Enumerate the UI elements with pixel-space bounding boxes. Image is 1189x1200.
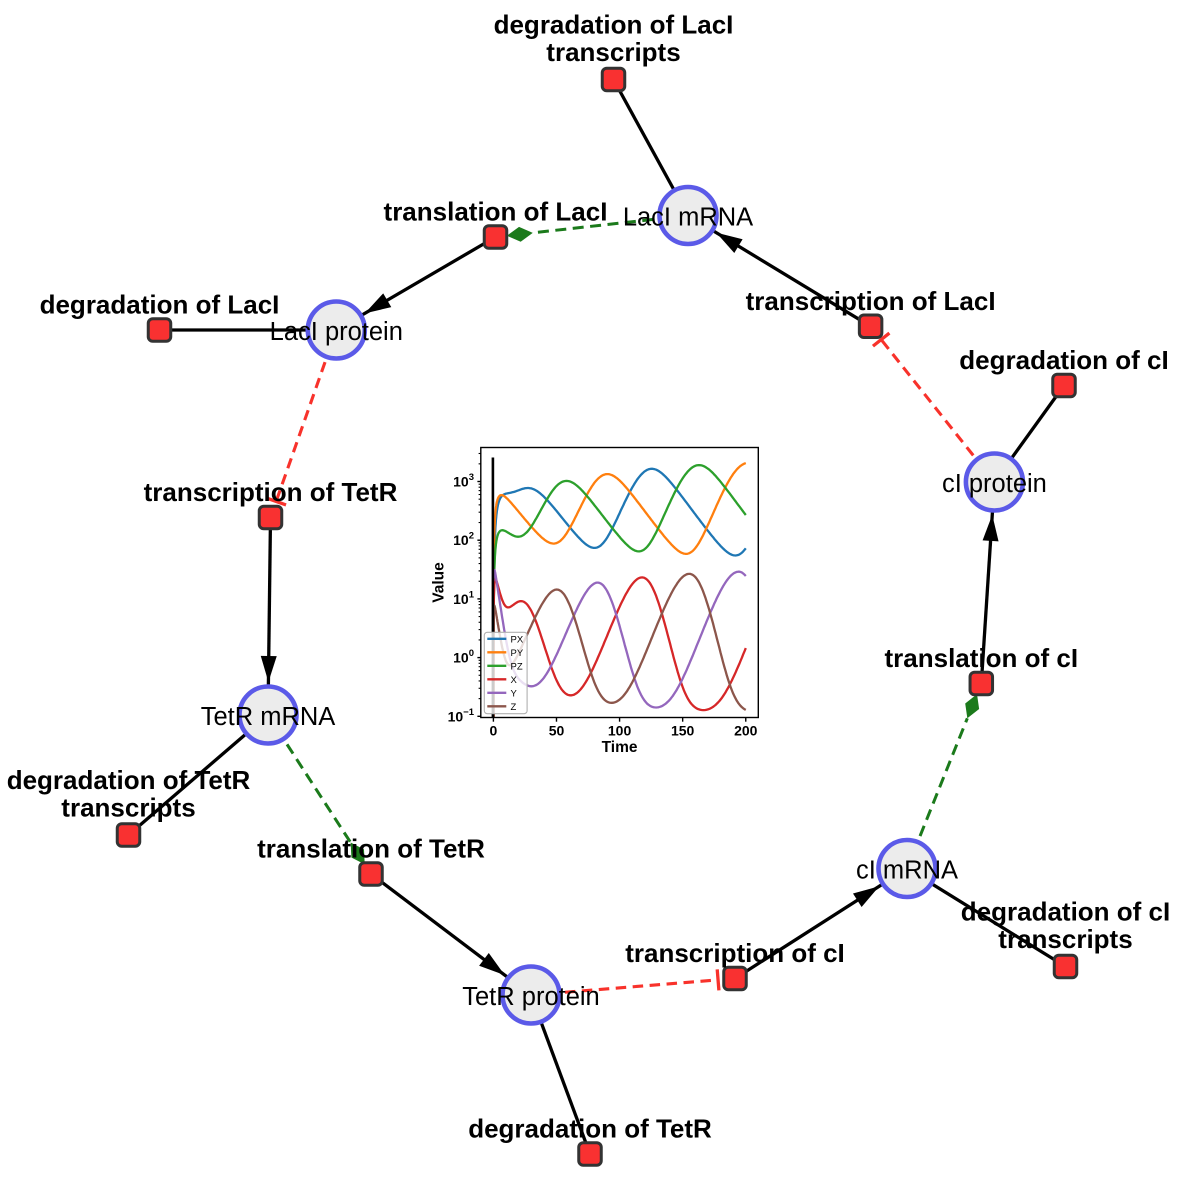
series-PY	[492, 462, 747, 718]
reaction-label-tc_LacI: transcription of LacI	[746, 286, 996, 316]
nodes-layer	[115, 66, 1079, 1167]
reaction-label-tc_cI: transcription of cI	[625, 938, 845, 968]
x-axis-tick-label: 50	[549, 723, 565, 739]
production-arrowhead	[716, 232, 743, 253]
modifier-diamond	[965, 694, 980, 719]
species-node-LacI_mRNA[interactable]	[657, 184, 719, 247]
species-node-cI_mRNA[interactable]	[876, 837, 938, 900]
species-node-TetR_mRNA[interactable]	[237, 684, 299, 746]
reaction-node-tl_cI[interactable]	[968, 670, 995, 697]
y-axis-tick-label: 100	[453, 648, 474, 666]
x-axis-tick-label: 100	[608, 723, 632, 739]
x-axis-tick-label: 200	[734, 723, 758, 739]
modifier-diamond	[506, 226, 533, 242]
series-PX	[492, 467, 747, 718]
species-label-TetR_mRNA: TetR mRNA	[201, 703, 336, 731]
legend-label: PX	[511, 634, 524, 645]
reaction-node-deg_LacI[interactable]	[146, 317, 173, 343]
inhibition-tbar	[265, 496, 287, 507]
production-arrowhead	[982, 514, 999, 542]
legend-entry-Y: Y	[487, 688, 518, 699]
series-PZ	[492, 463, 747, 718]
legend-label: PZ	[511, 661, 523, 672]
legend-entry-X: X	[487, 675, 518, 686]
production-arrowhead	[479, 953, 505, 976]
species-node-LacI_protein[interactable]	[305, 299, 368, 361]
inhibition-tbar	[871, 331, 891, 348]
reaction-node-deg_cI_tr[interactable]	[1052, 953, 1079, 980]
species-label-LacI_protein: LacI protein	[270, 318, 403, 346]
edge-inhibition-LacI_protein-tc_TetR	[274, 329, 338, 502]
reaction-node-deg_TetR_tr[interactable]	[115, 822, 142, 848]
reaction-label-deg_TetR_tr: degradation of TetR	[7, 765, 251, 795]
reaction-node-deg_cI[interactable]	[1051, 372, 1077, 399]
reaction-label-tc_TetR: transcription of TetR	[144, 477, 398, 507]
reaction-label-tl_TetR: translation of TetR	[257, 834, 485, 864]
inset-chart: 0 50 100 150 20010−1100101102103TimeValuePXP…	[424, 431, 790, 775]
edge-consumption-cI_mRNA-deg_cI_tr	[906, 867, 1067, 968]
legend-label: PY	[511, 648, 524, 659]
legend-entry-Z: Z	[487, 702, 517, 713]
reaction-label-deg_TetR_tr: transcripts	[61, 793, 195, 823]
legend-label: Y	[511, 688, 518, 699]
legend-label: X	[511, 675, 518, 686]
reaction-node-deg_LacI_tr[interactable]	[600, 66, 627, 93]
production-arrowhead	[364, 293, 392, 314]
modifier-diamond	[350, 842, 365, 865]
y-axis-tick-label: 103	[453, 472, 474, 490]
reaction-label-deg_cI: degradation of cI	[959, 345, 1168, 375]
species-label-cI_protein: cI protein	[942, 470, 1047, 498]
x-axis-tick-label: 150	[671, 723, 695, 739]
reaction-label-deg_LacI_tr: degradation of LacI	[494, 10, 734, 40]
labels-layer: degradation of LacItranscriptstranslatio…	[7, 10, 1171, 1144]
edge-inhibition-TetR_protein-tc_cI	[530, 978, 719, 997]
y-axis-tick-label: 10−1	[448, 707, 475, 725]
reaction-node-tc_LacI[interactable]	[857, 313, 884, 340]
y-axis-label: Value	[431, 562, 448, 603]
inhibition-tbar	[715, 969, 721, 991]
production-arrowhead	[260, 655, 277, 683]
reaction-label-tl_cI: translation of cI	[885, 643, 1079, 673]
species-node-cI_protein[interactable]	[963, 451, 1026, 513]
edge-production-tc_TetR-TetR_mRNA	[266, 517, 273, 716]
x-axis-label: Time	[602, 739, 638, 756]
reaction-label-deg_LacI: degradation of LacI	[40, 290, 280, 320]
chart-legend: PX PY PZ XYZ	[483, 631, 528, 715]
edges-layer	[127, 78, 1067, 1155]
species-label-LacI_mRNA: LacI mRNA	[623, 204, 753, 232]
reaction-node-tc_TetR[interactable]	[257, 504, 284, 531]
edge-inhibition-cI_protein-tc_LacI	[879, 338, 996, 483]
legend-entry-PX: PX	[487, 634, 524, 645]
reaction-node-tl_LacI[interactable]	[482, 224, 509, 250]
reaction-label-deg_TetR: degradation of TetR	[468, 1114, 712, 1144]
species-label-TetR_protein: TetR protein	[462, 983, 600, 1011]
x-axis-tick-label: 0	[490, 723, 498, 739]
species-node-TetR_protein[interactable]	[500, 964, 562, 1026]
reaction-label-deg_cI_tr: transcripts	[998, 924, 1132, 954]
series-X	[492, 576, 747, 718]
reaction-node-deg_TetR[interactable]	[577, 1141, 603, 1167]
legend-entry-PY: PY	[487, 648, 524, 659]
reaction-node-tl_TetR[interactable]	[358, 861, 384, 887]
legend-entry-PZ: PZ	[487, 661, 523, 672]
legend-label: Z	[511, 702, 517, 713]
y-axis-tick-label: 101	[453, 589, 475, 607]
reaction-label-deg_cI_tr: degradation of cI	[961, 897, 1170, 927]
reaction-label-deg_LacI_tr: transcripts	[546, 37, 680, 67]
production-arrowhead	[852, 886, 880, 908]
species-label-cI_mRNA: cI mRNA	[856, 857, 958, 885]
reaction-label-tl_LacI: translation of LacI	[384, 197, 608, 227]
y-axis-tick-label: 102	[453, 531, 474, 549]
reaction-node-tc_cI[interactable]	[722, 965, 748, 992]
